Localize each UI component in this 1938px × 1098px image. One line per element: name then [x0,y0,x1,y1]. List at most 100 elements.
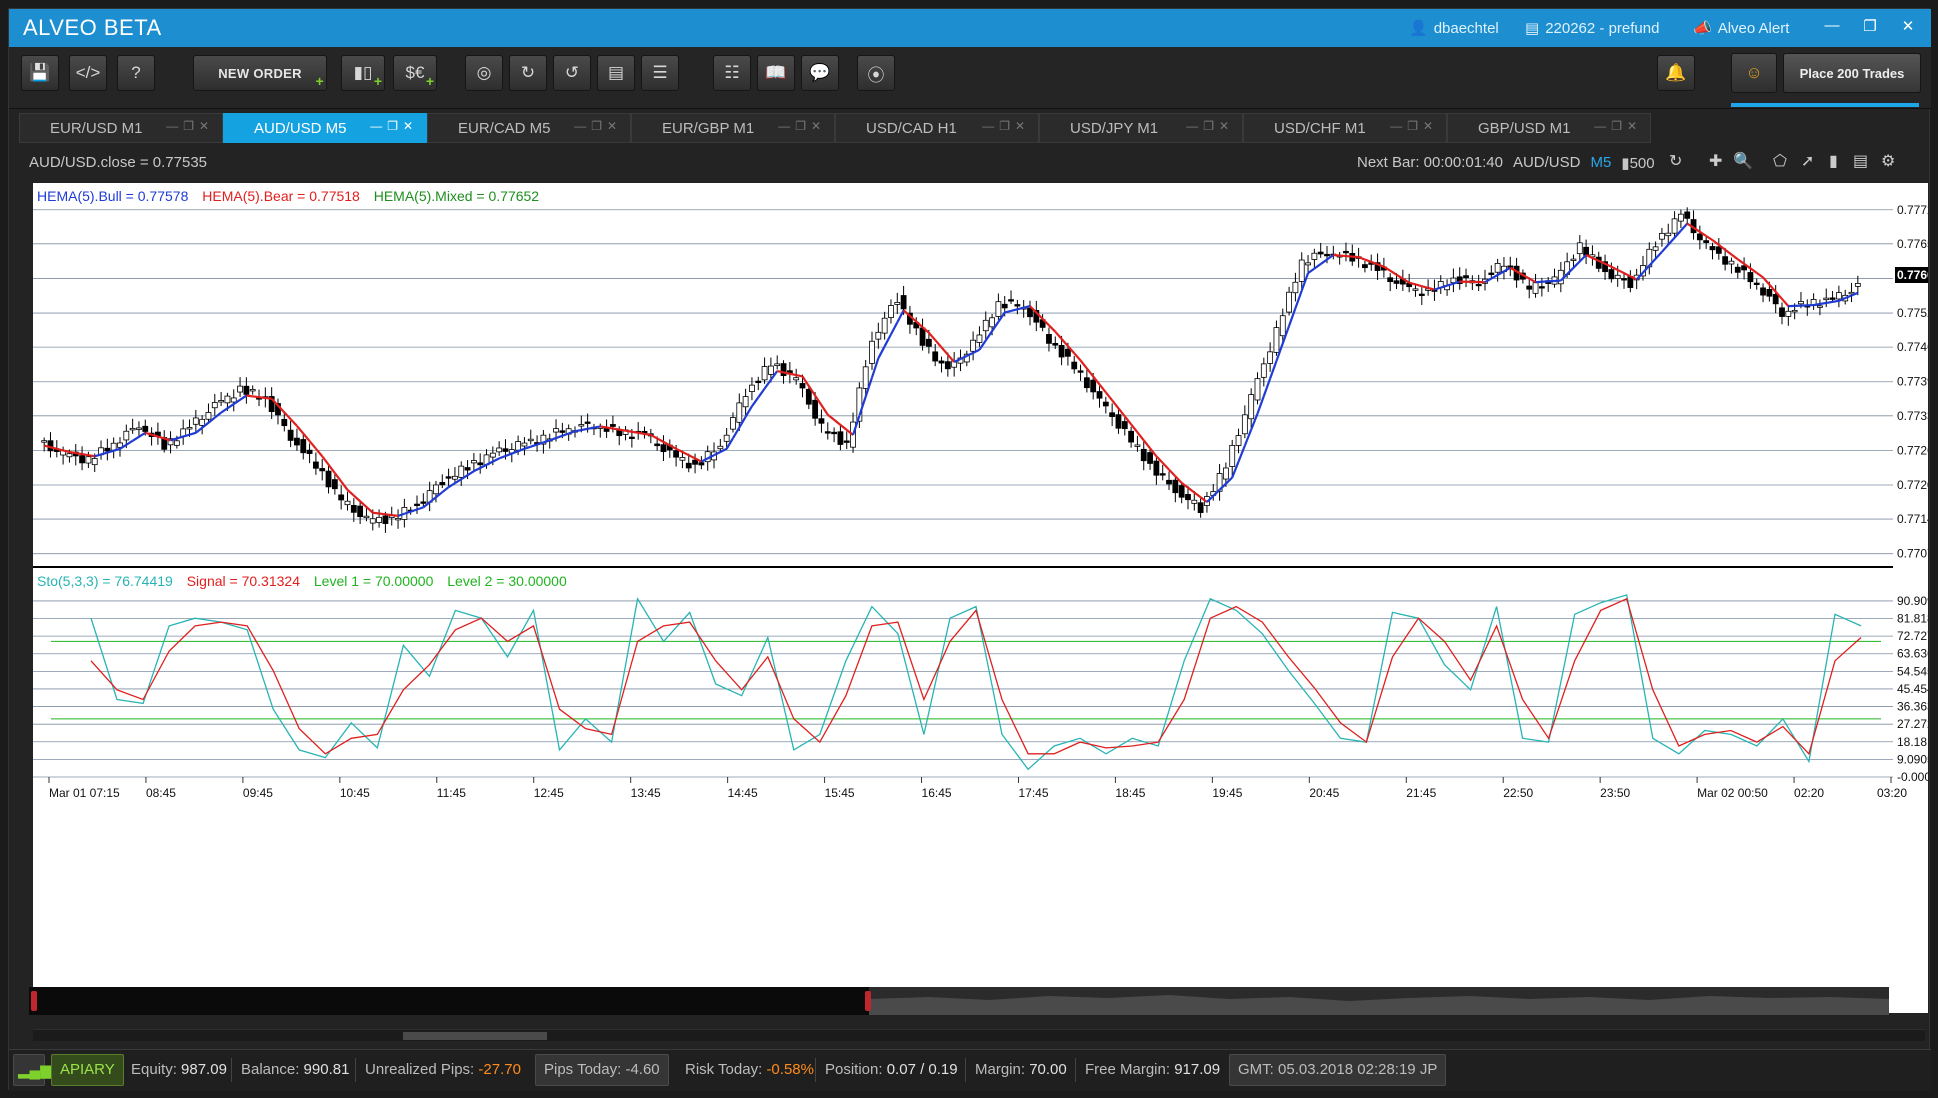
navigator-left-handle[interactable] [31,991,37,1011]
hema-segment [1654,251,1663,260]
layout-icon[interactable]: ▤ [1853,153,1869,170]
hema-segment [1345,254,1353,258]
broadcast-button[interactable]: ⦿ [857,55,895,91]
hema-segment [1838,297,1846,302]
brand-badge[interactable]: APIARY [51,1054,124,1086]
tab-controls[interactable]: —❐✕ [1594,119,1642,133]
hema-segment [1446,282,1454,287]
tab-usd-jpy-m1[interactable]: USD/JPY M1 —❐✕ [1039,113,1243,143]
new-order-button[interactable]: NEW ORDER + [193,55,327,91]
minimize-button[interactable]: — [1824,17,1840,34]
candlesticks [41,207,1861,533]
tab-usd-chf-m1[interactable]: USD/CHF M1 —❐✕ [1243,113,1447,143]
alert-menu[interactable]: 📣 Alveo Alert [1693,19,1789,38]
candle-body [1835,292,1842,300]
tab-controls[interactable]: —❐✕ [166,119,214,133]
hema-overlay [43,222,1859,517]
hema-segment [1092,375,1101,386]
tab-controls[interactable]: —❐✕ [1390,119,1438,133]
draw-icon[interactable]: ➚ [1801,153,1815,170]
candle-body [1848,291,1855,295]
scrollbar-thumb[interactable] [403,1032,547,1040]
target-button[interactable]: ◎ [465,55,503,91]
script-button[interactable]: </> [69,55,107,91]
status-bar: ▂▄▆ APIARY Equity: 987.09 Balance: 990.8… [9,1049,1931,1091]
chart-svg[interactable]: 0.777210.776570.775920.775270.774630.773… [33,183,1928,1013]
hema-segment [1629,275,1638,281]
tab-eur-usd-m1[interactable]: EUR/USD M1 —❐✕ [19,113,223,143]
tab-label: GBP/USD M1 [1478,120,1571,137]
add-currency-button[interactable]: $€ + [393,55,437,91]
bookmark-icon[interactable]: ▮ [1829,153,1838,170]
hema-segment [681,451,690,457]
candle-body [344,500,351,506]
tab-controls[interactable]: —❐✕ [370,119,418,133]
hema-segment [1041,318,1050,327]
calendar-button[interactable]: ☷ [713,55,751,91]
save-button[interactable]: 💾 [21,55,59,91]
hema-segment [1079,359,1088,370]
tab-controls[interactable]: —❐✕ [574,119,622,133]
chat-button[interactable]: 💬 [801,55,839,91]
hema-segment [1149,447,1158,457]
zoom-icon[interactable]: 🔍 [1733,153,1753,170]
hema-segment [1370,260,1378,266]
candle-body [1241,414,1248,435]
candle-body [938,360,945,364]
tab-usd-cad-h1[interactable]: USD/CAD H1 —❐✕ [835,113,1039,143]
hema-segment [1326,254,1334,261]
restore-button[interactable]: ❐ [1863,18,1877,35]
candle-body [489,452,496,458]
pentagon-icon[interactable]: ⬠ [1773,153,1787,170]
hema-segment [195,426,203,434]
candle-body [1292,281,1299,294]
hema-segment [289,418,298,427]
crosshair-icon[interactable]: ✚ [1709,153,1723,170]
hema-segment [460,474,469,481]
settings-icon[interactable]: ⚙ [1881,153,1896,170]
tab-label: USD/CHF M1 [1274,120,1366,137]
tab-gbp-usd-m1[interactable]: GBP/USD M1 —❐✕ [1447,113,1651,143]
candle-body [1772,293,1779,305]
help-button[interactable]: ? [117,55,155,91]
navigator[interactable] [29,987,1889,1015]
candle-body [1128,430,1135,443]
robot-button[interactable]: ☺ [1731,53,1777,93]
hema-segment [1434,286,1442,291]
hema-segment [1781,298,1790,307]
candle-body [104,447,111,452]
book-button[interactable]: 📖 [757,55,795,91]
place-trades-button[interactable]: Place 200 Trades [1783,53,1921,93]
add-indicator-button[interactable]: ▮▯ + [341,55,385,91]
tab-aud-usd-m5[interactable]: AUD/USD M5 —❐✕ [223,113,427,143]
tab-controls[interactable]: —❐✕ [982,119,1030,133]
dollar-cycle-button[interactable]: ↻ [509,55,547,91]
unrealized-pips-value: -27.70 [478,1061,521,1078]
notifications-button[interactable]: 🔔 [1657,55,1695,91]
sync-icon[interactable]: ↻ [1669,153,1683,170]
hema-segment [1743,262,1752,270]
history-button[interactable]: ↺ [553,55,591,91]
cash-button[interactable]: ▤ [597,55,635,91]
symbol-label[interactable]: AUD/USD [1512,154,1581,171]
tab-eur-cad-m5[interactable]: EUR/CAD M5 —❐✕ [427,113,631,143]
user-menu[interactable]: 👤 dbaechtel [1409,19,1499,38]
hema-segment [1635,271,1644,281]
account-menu[interactable]: ▤ 220262 - prefund [1525,19,1659,38]
hema-segment [277,404,286,414]
hema-segment [574,428,582,433]
tab-eur-gbp-m1[interactable]: EUR/GBP M1 —❐✕ [631,113,835,143]
horizontal-scrollbar[interactable] [33,1029,1925,1041]
signal-strength-icon: ▂▄▆ [13,1054,52,1086]
timeframe-label[interactable]: M5 [1590,154,1612,171]
chart-area[interactable]: 0.777210.776570.775920.775270.774630.773… [33,183,1928,1013]
candle-body [1096,391,1103,399]
tab-controls[interactable]: —❐✕ [1186,119,1234,133]
hema-segment [606,426,614,430]
list-button[interactable]: ☰ [641,55,679,91]
navigator-right-handle[interactable] [865,991,871,1011]
close-button[interactable]: ✕ [1901,18,1915,35]
hema-segment [757,388,766,399]
volume-label[interactable]: ▮500 [1621,154,1654,172]
tab-controls[interactable]: —❐✕ [778,119,826,133]
